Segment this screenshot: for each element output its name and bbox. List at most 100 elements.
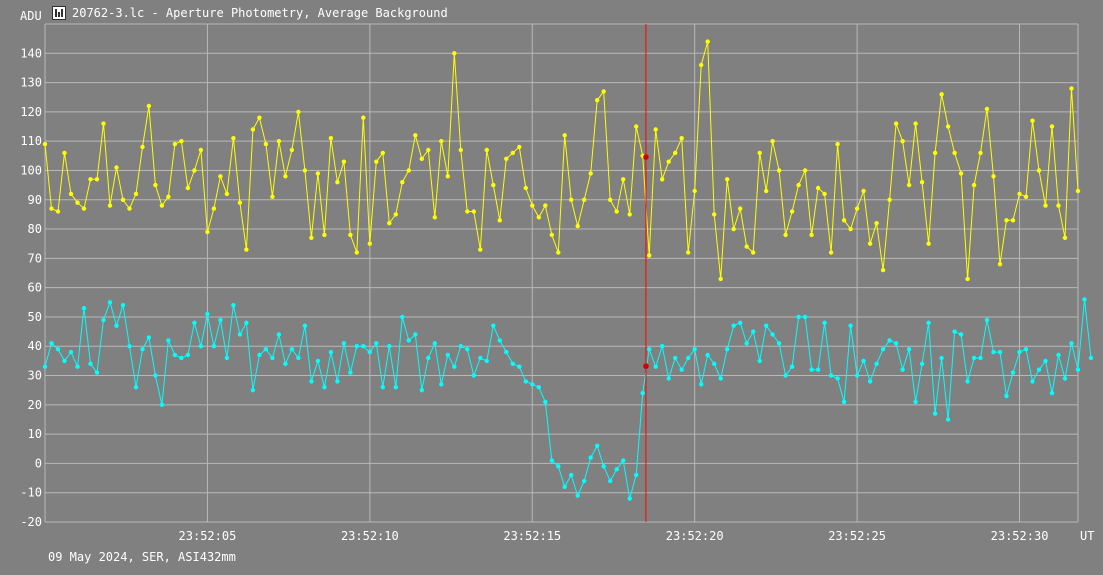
data-point — [809, 367, 814, 372]
data-point — [848, 226, 853, 232]
data-point — [211, 344, 217, 349]
data-point — [374, 341, 379, 346]
data-point — [172, 352, 178, 358]
data-point — [471, 209, 476, 214]
data-point — [569, 197, 574, 202]
series-cyan — [42, 297, 1094, 501]
data-point — [205, 311, 210, 317]
data-point — [699, 62, 704, 68]
data-point — [900, 367, 905, 372]
data-point — [757, 150, 762, 156]
data-point — [978, 355, 983, 361]
data-point — [906, 347, 912, 352]
data-point — [120, 303, 126, 308]
data-point — [764, 323, 769, 328]
data-point — [367, 349, 372, 355]
data-point — [517, 364, 522, 369]
y-tick-label: 140 — [20, 46, 42, 60]
data-point — [250, 388, 256, 393]
data-point — [387, 344, 392, 349]
chart-grid — [44, 23, 1079, 523]
data-point — [283, 174, 288, 179]
data-point — [1062, 235, 1068, 240]
data-point — [439, 139, 444, 144]
data-point — [705, 352, 710, 358]
y-tick-label: 50 — [28, 310, 42, 324]
data-point — [120, 197, 126, 202]
data-point — [731, 226, 736, 232]
data-point — [504, 349, 509, 355]
y-tick-label: 30 — [28, 369, 42, 383]
data-point — [88, 361, 93, 366]
data-point — [764, 188, 769, 194]
data-point — [731, 323, 736, 328]
y-tick-label: -20 — [20, 515, 42, 529]
data-point — [140, 144, 145, 150]
data-point — [205, 229, 210, 235]
data-point — [289, 347, 295, 352]
data-point — [322, 232, 327, 238]
y-tick-label: 20 — [28, 398, 42, 412]
data-point — [828, 250, 834, 255]
data-point — [315, 171, 321, 176]
data-point — [575, 493, 580, 498]
data-point — [692, 347, 697, 352]
data-point — [971, 182, 977, 188]
data-point — [1075, 367, 1081, 372]
cursor-marker — [643, 363, 649, 369]
data-point — [263, 347, 269, 352]
data-point — [218, 174, 223, 179]
data-point — [640, 390, 645, 396]
data-point — [634, 472, 639, 478]
data-point — [348, 232, 353, 238]
data-point — [380, 150, 385, 156]
x-tick-label: 23:52:25 — [828, 529, 886, 543]
cursor-layer — [643, 24, 649, 522]
data-point — [133, 385, 139, 390]
data-point — [140, 347, 145, 352]
y-tick-label: 130 — [20, 76, 42, 90]
window-title: 20762-3.lc - Aperture Photometry, Averag… — [72, 6, 448, 20]
data-point — [725, 347, 730, 352]
data-point — [244, 247, 249, 252]
data-point — [367, 241, 372, 246]
data-point — [322, 385, 327, 390]
data-point — [919, 361, 925, 366]
data-point — [575, 223, 580, 229]
data-point — [952, 150, 957, 156]
data-point — [341, 159, 347, 164]
data-point — [1088, 355, 1094, 361]
data-point — [153, 182, 158, 188]
data-point — [484, 147, 489, 153]
data-point — [491, 323, 496, 328]
data-point — [530, 382, 535, 387]
data-point — [445, 352, 450, 358]
data-point — [523, 185, 528, 191]
y-axis-ticks: -20 -10 0 10 20 30 40 50 60 70 80 90 100 110 120 130 140 — [20, 46, 42, 529]
data-point — [315, 358, 321, 364]
data-point — [692, 188, 697, 194]
data-point — [822, 320, 827, 325]
data-point — [465, 209, 470, 214]
data-point — [81, 306, 87, 311]
data-point — [192, 168, 197, 173]
data-point — [517, 144, 522, 150]
data-point — [1017, 191, 1022, 197]
data-point — [231, 136, 236, 141]
data-point — [283, 361, 288, 366]
data-point — [666, 376, 671, 381]
data-point — [361, 115, 366, 120]
data-point — [179, 139, 184, 144]
data-point — [614, 209, 619, 214]
data-point — [757, 358, 762, 364]
data-point — [530, 203, 535, 208]
data-point — [68, 349, 74, 355]
data-point — [49, 206, 54, 211]
y-tick-label: 10 — [28, 427, 42, 441]
data-point — [783, 232, 788, 238]
data-point — [419, 388, 424, 393]
y-tick-label: 70 — [28, 251, 42, 265]
data-point — [926, 241, 931, 246]
data-point — [276, 332, 282, 337]
data-point — [582, 478, 587, 484]
